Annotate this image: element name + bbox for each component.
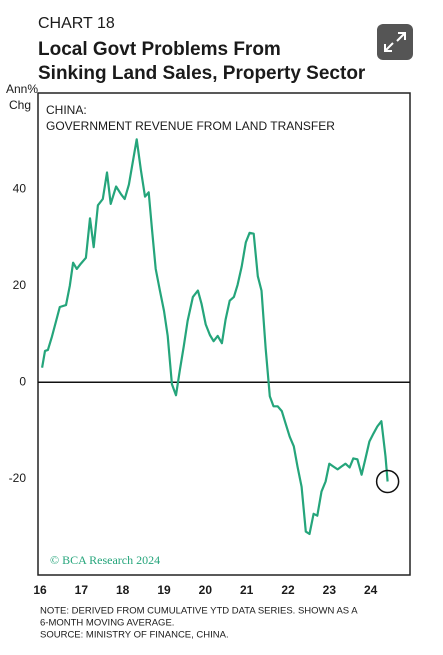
y-axis-label: Ann% bbox=[6, 82, 38, 96]
subtitle: CHINA: bbox=[46, 103, 87, 117]
chart-title: Local Govt Problems From bbox=[38, 39, 281, 60]
x-tick-label: 17 bbox=[75, 583, 89, 597]
expand-button[interactable] bbox=[377, 24, 413, 60]
series-line bbox=[41, 138, 389, 536]
x-tick-label: 24 bbox=[364, 583, 378, 597]
y-tick-label: -20 bbox=[9, 471, 27, 485]
last-point-highlight bbox=[375, 469, 400, 494]
x-tick-label: 16 bbox=[33, 583, 47, 597]
credit: © BCA Research 2024 bbox=[50, 553, 160, 567]
subtitle: GOVERNMENT REVENUE FROM LAND TRANSFER bbox=[46, 119, 335, 133]
y-tick-label: 40 bbox=[13, 182, 27, 196]
y-axis-label: Chg bbox=[9, 98, 31, 112]
x-tick-label: 19 bbox=[157, 583, 171, 597]
x-tick-label: 22 bbox=[281, 583, 295, 597]
plot-frame bbox=[37, 92, 411, 576]
note: SOURCE: MINISTRY OF FINANCE, CHINA. bbox=[40, 630, 229, 641]
x-tick-label: 21 bbox=[240, 583, 254, 597]
x-tick-label: 20 bbox=[199, 583, 213, 597]
x-tick-label: 18 bbox=[116, 583, 130, 597]
expand-icon[interactable] bbox=[384, 32, 406, 52]
chart-label: CHART 18 bbox=[38, 15, 115, 32]
expand-button-bg[interactable] bbox=[377, 24, 413, 60]
y-tick-label: 0 bbox=[19, 374, 26, 388]
note: NOTE: DERIVED FROM CUMULATIVE YTD DATA S… bbox=[40, 606, 358, 617]
x-tick-label: 23 bbox=[323, 583, 337, 597]
y-tick-label: 20 bbox=[13, 278, 27, 292]
chart-title: Sinking Land Sales, Property Sector bbox=[38, 63, 366, 84]
note: 6-MONTH MOVING AVERAGE. bbox=[40, 618, 174, 629]
